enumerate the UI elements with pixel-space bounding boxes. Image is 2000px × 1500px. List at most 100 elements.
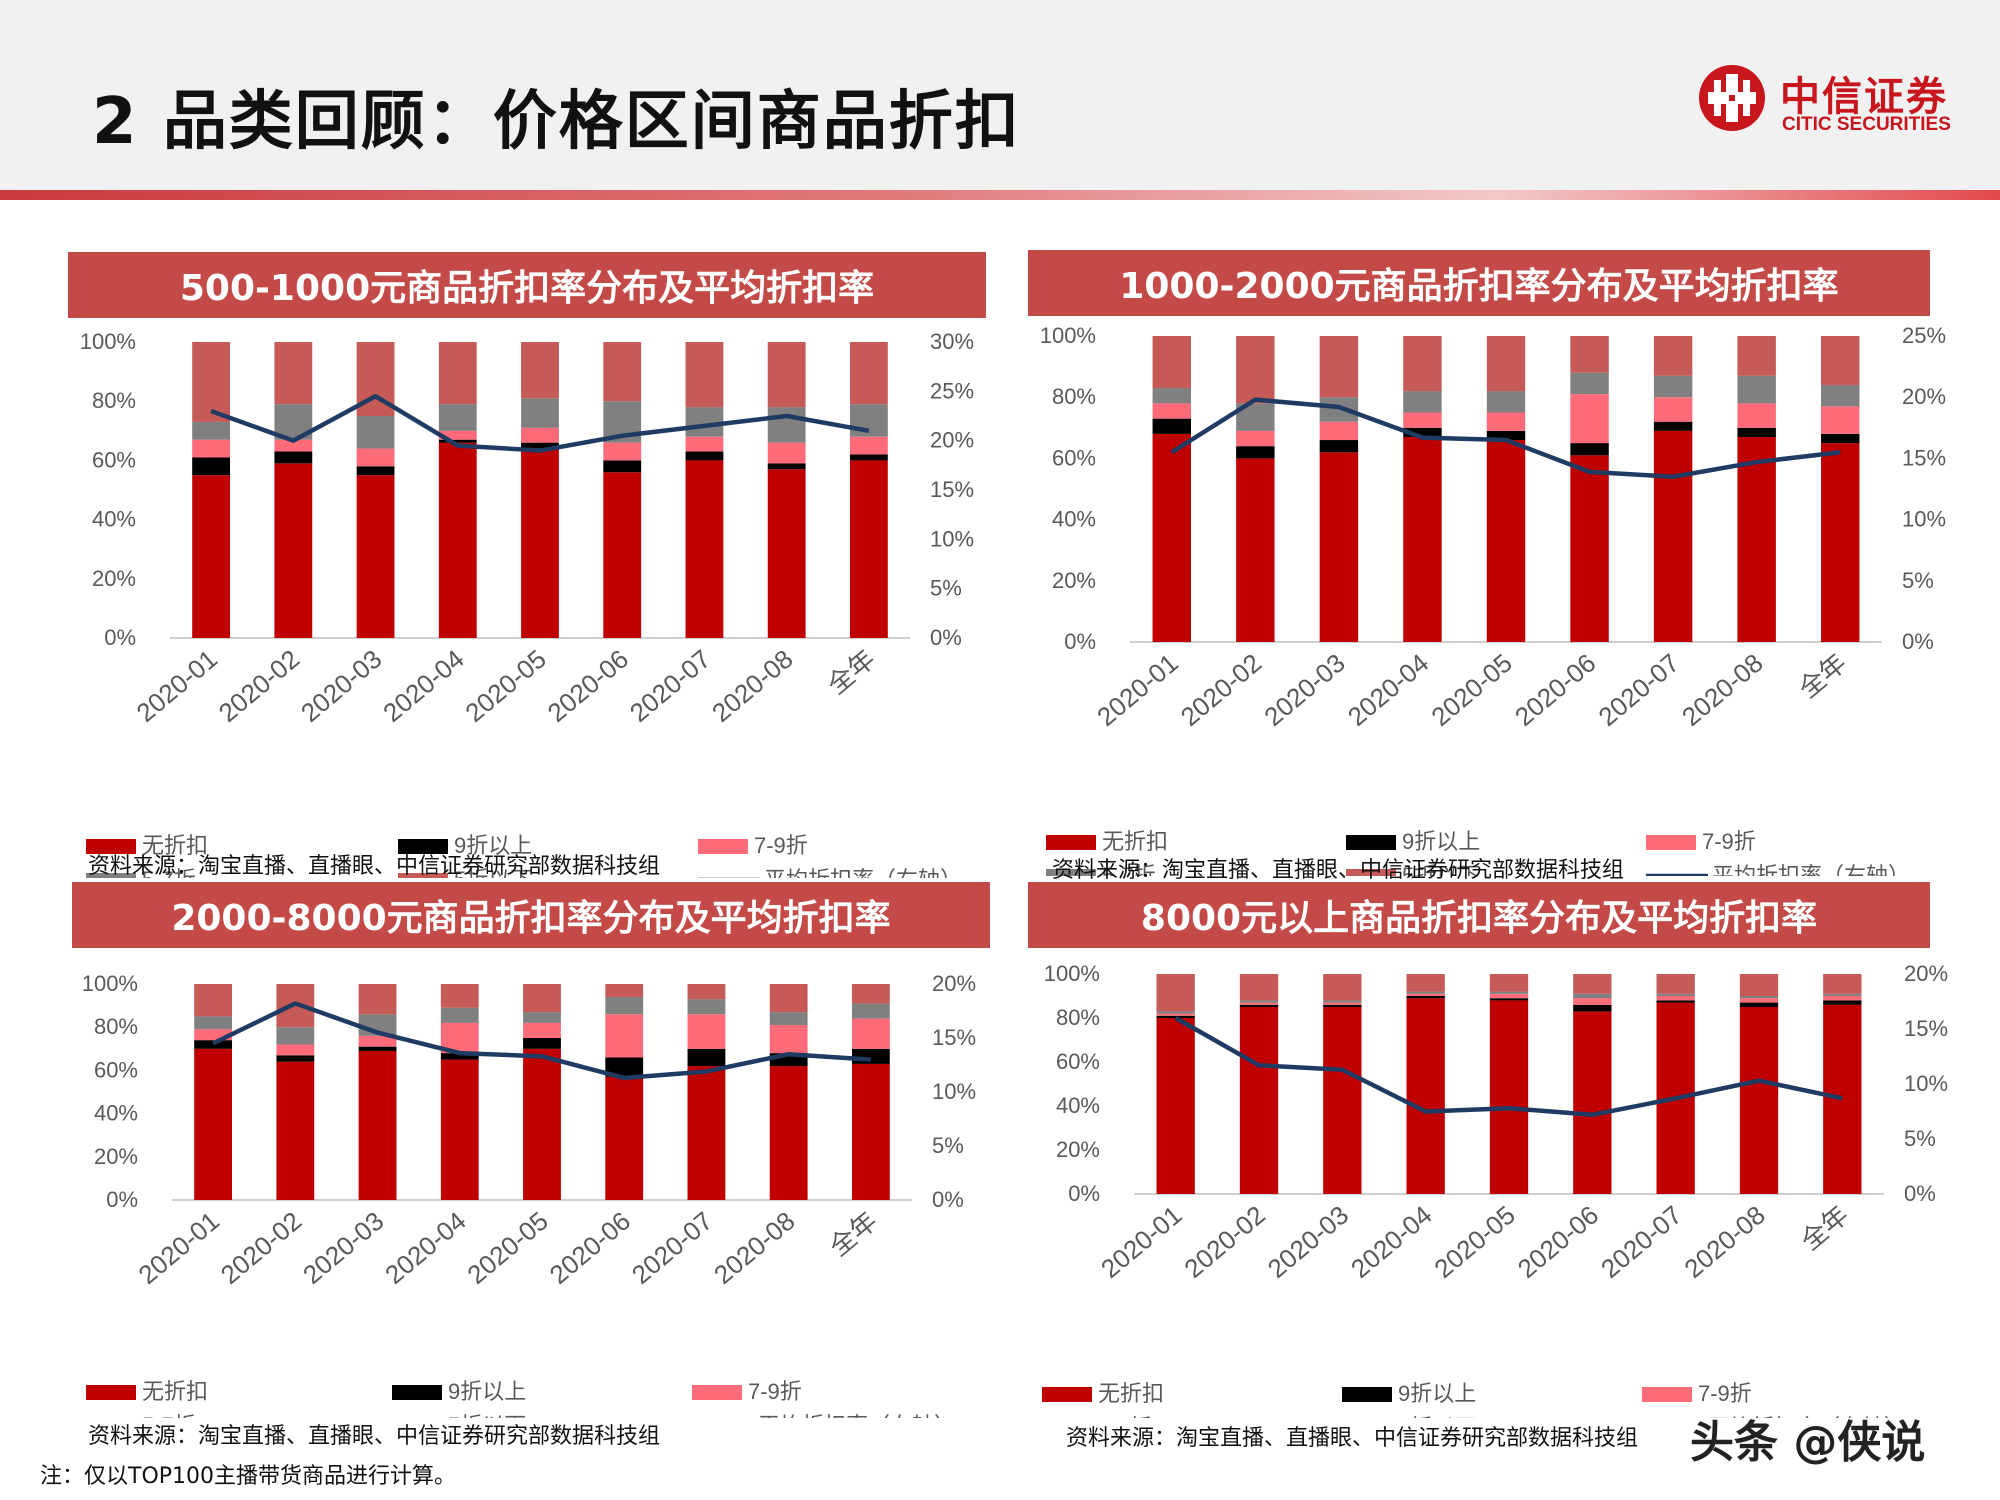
- legend-swatch: [1342, 1387, 1392, 1402]
- x-tick-label: 2020-08: [1678, 1200, 1770, 1284]
- x-tick-label: 2020-03: [295, 644, 387, 728]
- chart-panel-3: 2000-8000元商品折扣率分布及平均折扣率 0% 20% 40% 60% 80% 10…: [72, 882, 1002, 1422]
- bar-segment: [1486, 412, 1526, 431]
- y-tick-label-right: 5%: [930, 576, 962, 601]
- bar-segment: [1406, 996, 1445, 999]
- bar-segment: [1156, 1018, 1195, 1194]
- x-tick-label: 2020-01: [133, 1206, 225, 1290]
- legend-label: 5折以下: [1398, 1415, 1476, 1418]
- avg-line: [1174, 1016, 1843, 1118]
- bar-segment: [1403, 391, 1442, 413]
- bar-segment: [687, 1014, 726, 1049]
- bar-segment: [358, 1035, 397, 1047]
- y-tick-label-left: 20%: [1056, 1137, 1100, 1162]
- bar-segment: [1323, 1004, 1362, 1007]
- legend-swatch: [86, 1385, 136, 1400]
- y-tick-label-right: 20%: [1904, 961, 1948, 986]
- legend-label: 平均折扣率（右轴）: [758, 1413, 956, 1418]
- legend-label: 7-9折: [1702, 829, 1756, 854]
- x-tick-label: 2020-08: [1676, 648, 1768, 732]
- bar-segment: [274, 451, 313, 464]
- x-tick-label: 2020-06: [1512, 1200, 1604, 1284]
- bar-segment: [769, 1066, 808, 1200]
- y-tick-label-left: 60%: [1052, 445, 1096, 470]
- x-tick-label: 2020-07: [626, 1206, 718, 1290]
- bar-segment: [769, 984, 808, 1013]
- legend-label: 5-7折: [142, 867, 196, 878]
- x-tick-label: 2020-01: [131, 644, 223, 728]
- bar-segment: [1152, 403, 1191, 419]
- bar-segment: [521, 398, 559, 428]
- legend-swatch: [398, 873, 448, 878]
- bar-segment: [1403, 427, 1442, 437]
- bar-segment: [521, 448, 559, 638]
- x-tick-label: 2020-05: [1428, 1200, 1520, 1284]
- legend-label: 9折以上: [1402, 829, 1480, 854]
- legend-label: 7-9折: [754, 833, 808, 858]
- bar-segment: [1489, 974, 1529, 992]
- legend-swatch: [1346, 835, 1396, 850]
- bar-segment: [356, 475, 395, 638]
- bar-segment: [1821, 406, 1860, 434]
- x-tick-label: 2020-04: [1342, 648, 1434, 732]
- bar-segment: [192, 421, 231, 440]
- bar-segment: [358, 984, 397, 1015]
- bar-segment: [1323, 1002, 1362, 1005]
- legend-label: 5-7折: [142, 1413, 196, 1418]
- bar-segment: [1656, 996, 1695, 1001]
- y-tick-label-right: 10%: [1904, 1071, 1948, 1096]
- page-title: 2 品类回顾：价格区间商品折扣: [92, 85, 1021, 159]
- bar-segment: [276, 1061, 315, 1200]
- bar-segment: [849, 342, 888, 405]
- x-tick-label: 2020-05: [459, 644, 551, 728]
- bar-segment: [1403, 412, 1442, 428]
- y-tick-label-left: 60%: [94, 1057, 138, 1082]
- legend-label: 无折扣: [142, 833, 208, 858]
- x-tick-label: 2020-03: [1258, 648, 1350, 732]
- x-tick-label: 2020-06: [542, 644, 634, 728]
- x-tick-label: 2020-04: [379, 1206, 471, 1290]
- legend-label: 5-7折: [1102, 863, 1156, 876]
- bar-segment: [1573, 974, 1612, 994]
- legend-label: 9折以上: [1398, 1381, 1476, 1406]
- y-tick-label-right: 10%: [930, 526, 974, 551]
- footnote: 注：仅以TOP100主播带货商品进行计算。: [40, 1464, 457, 1489]
- legend-label: 5折以下: [448, 1413, 526, 1418]
- y-tick-label-left: 60%: [92, 447, 136, 472]
- chart-svg: 0% 20% 40% 60% 80% 100% 0% 5% 10% 15% 20% 25% 2020-0…: [1040, 323, 1946, 876]
- bar-segment: [1406, 991, 1445, 994]
- bar-segment: [1570, 372, 1609, 395]
- chart-svg: 0% 20% 40% 60% 80% 100% 0% 5% 10% 15% 20% 25% 30% 202…: [80, 329, 974, 878]
- x-tick-label: 2020-07: [1593, 648, 1685, 732]
- x-tick-label: 2020-02: [215, 1206, 307, 1290]
- legend-label: 平均折扣率（右轴）: [1708, 1415, 1906, 1418]
- legend-label: 5折以下: [1402, 863, 1480, 876]
- bar-segment: [1737, 427, 1776, 437]
- bar-segment: [1570, 394, 1609, 444]
- bar-segment: [1573, 998, 1612, 1005]
- bar-segment: [1156, 1013, 1195, 1016]
- y-tick-label-left: 20%: [92, 566, 136, 591]
- legend-swatch: [392, 1385, 442, 1400]
- legend-swatch: [1042, 1387, 1092, 1402]
- bar-segment: [1653, 430, 1693, 642]
- chart-panel-2: 1000-2000元商品折扣率分布及平均折扣率 0% 20% 40% 60% 80% 10…: [1028, 250, 1958, 882]
- header-rule: [0, 190, 2000, 200]
- y-tick-label-left: 40%: [1056, 1093, 1100, 1118]
- bar-segment: [605, 996, 644, 1015]
- avg-line: [1170, 397, 1841, 480]
- bar-segment: [851, 984, 890, 1004]
- bar-segment: [687, 984, 726, 1000]
- bar-segment: [849, 460, 888, 638]
- bar-segment: [1156, 1015, 1195, 1018]
- bar-segment: [274, 342, 313, 405]
- y-tick-label-right: 5%: [1904, 1126, 1936, 1151]
- x-tick-label: 全年: [824, 1206, 883, 1262]
- bar-segment: [1573, 993, 1612, 999]
- bar-segment: [851, 1048, 890, 1064]
- bar-segment: [1739, 1002, 1779, 1007]
- bar-segment: [685, 407, 724, 437]
- bar-segment: [1323, 974, 1362, 1001]
- legend-swatch: [698, 839, 748, 854]
- legend-label: 无折扣: [1098, 1381, 1164, 1406]
